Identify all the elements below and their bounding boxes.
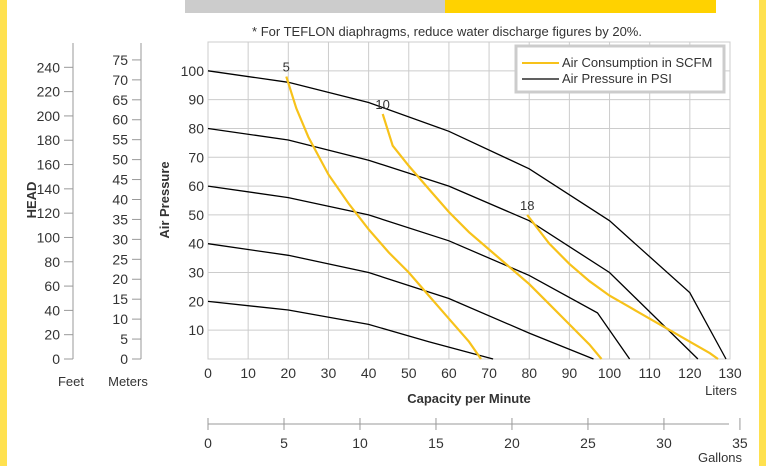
chart-note: * For TEFLON diaphragms, reduce water di… bbox=[252, 24, 642, 39]
gallon-tick-label-7: 35 bbox=[732, 435, 748, 451]
meter-tick-label-6: 30 bbox=[112, 231, 128, 247]
header-gray-bar bbox=[185, 0, 445, 13]
legend: Air Consumption in SCFM Air Pressure in … bbox=[514, 44, 726, 94]
feet-tick-label-5: 100 bbox=[37, 229, 61, 245]
meter-tick-label-3: 15 bbox=[112, 291, 128, 307]
gallon-tick-label-5: 25 bbox=[580, 435, 596, 451]
x-tick-label-7: 70 bbox=[481, 365, 497, 381]
y-tick-labels: 10 20 30 40 50 60 70 80 90 100 bbox=[181, 63, 205, 338]
meter-tick-label-11: 55 bbox=[112, 132, 128, 148]
meter-tick-label-15: 75 bbox=[112, 52, 128, 68]
y-tick-label-8: 90 bbox=[188, 92, 204, 108]
gallon-tick-label-0: 0 bbox=[204, 435, 212, 451]
feet-tick-label-3: 60 bbox=[44, 278, 60, 294]
feet-tick-label-2: 40 bbox=[44, 302, 60, 318]
meter-tick-label-4: 20 bbox=[112, 271, 128, 287]
gallons-axis-ticks: 0 5 10 15 20 25 30 35 bbox=[204, 418, 748, 451]
gallon-tick-label-4: 20 bbox=[504, 435, 520, 451]
x-tick-label-9: 90 bbox=[562, 365, 578, 381]
meter-tick-label-8: 40 bbox=[112, 191, 128, 207]
x-axis-label: Capacity per Minute bbox=[407, 391, 531, 406]
y-tick-label-2: 30 bbox=[188, 265, 204, 281]
y-tick-label-0: 10 bbox=[188, 322, 204, 338]
x-tick-label-12: 120 bbox=[678, 365, 702, 381]
feet-tick-label-10: 200 bbox=[37, 108, 61, 124]
y-tick-label-4: 50 bbox=[188, 207, 204, 223]
meter-tick-label-12: 60 bbox=[112, 112, 128, 128]
pressure-curve-80psi bbox=[207, 127, 699, 360]
pressure-curve-40psi bbox=[207, 243, 594, 360]
y-tick-label-9: 100 bbox=[181, 63, 205, 79]
feet-tick-label-0: 0 bbox=[52, 351, 60, 367]
y-axis-label: Air Pressure bbox=[157, 161, 172, 238]
x-axis-unit-gallons: Gallons bbox=[698, 450, 743, 465]
pressure-curves bbox=[207, 70, 727, 360]
legend-box bbox=[514, 44, 726, 94]
air-curve-label-5: 5 bbox=[283, 60, 290, 75]
feet-tick-label-4: 80 bbox=[44, 254, 60, 270]
air-consumption-curves: 5 10 18 bbox=[283, 60, 719, 360]
x-axis-unit-liters: Liters bbox=[705, 383, 737, 398]
y-tick-label-5: 60 bbox=[188, 178, 204, 194]
y-tick-label-3: 40 bbox=[188, 236, 204, 252]
x-tick-label-1: 10 bbox=[240, 365, 256, 381]
meter-tick-label-14: 70 bbox=[112, 72, 128, 88]
head-axis-label: HEAD bbox=[24, 182, 39, 219]
feet-tick-label-9: 180 bbox=[37, 132, 61, 148]
x-tick-label-8: 80 bbox=[521, 365, 537, 381]
meters-axis-ticks: 0 5 10 15 20 25 30 35 40 45 50 55 60 65 70 75 bbox=[112, 52, 141, 367]
meter-tick-label-5: 25 bbox=[112, 251, 128, 267]
feet-tick-label-1: 20 bbox=[44, 327, 60, 343]
x-tick-label-13: 130 bbox=[718, 365, 742, 381]
x-tick-label-10: 100 bbox=[598, 365, 622, 381]
feet-tick-label-6: 120 bbox=[37, 205, 61, 221]
feet-tick-label-12: 240 bbox=[37, 59, 61, 75]
x-tick-label-2: 20 bbox=[281, 365, 297, 381]
x-tick-label-11: 110 bbox=[639, 365, 662, 381]
meter-tick-label-10: 50 bbox=[112, 152, 128, 168]
x-tick-label-3: 30 bbox=[321, 365, 337, 381]
meter-tick-label-9: 45 bbox=[112, 172, 128, 188]
air-curve-10-scfm bbox=[381, 113, 603, 360]
plot-border bbox=[207, 41, 731, 360]
x-tick-labels: 0 10 20 30 40 50 60 70 80 90 100 110 120 130 bbox=[204, 365, 742, 381]
gallon-tick-label-6: 30 bbox=[656, 435, 672, 451]
meter-tick-label-2: 10 bbox=[112, 311, 128, 327]
meter-tick-label-13: 65 bbox=[112, 92, 128, 108]
pressure-curve-100psi bbox=[207, 70, 727, 360]
y-tick-label-7: 80 bbox=[188, 120, 204, 136]
air-curve-label-18: 18 bbox=[520, 198, 534, 213]
gallon-tick-label-2: 10 bbox=[352, 435, 368, 451]
feet-tick-label-11: 220 bbox=[37, 84, 61, 100]
x-tick-label-4: 40 bbox=[361, 365, 377, 381]
pump-performance-chart: * For TEFLON diaphragms, reduce water di… bbox=[24, 0, 748, 465]
legend-label-air: Air Consumption in SCFM bbox=[562, 55, 712, 70]
feet-tick-label-7: 140 bbox=[37, 181, 61, 197]
feet-tick-label-8: 160 bbox=[37, 157, 61, 173]
meter-tick-label-7: 35 bbox=[112, 211, 128, 227]
pressure-curve-20psi bbox=[207, 300, 494, 360]
meters-unit-label: Meters bbox=[108, 374, 148, 389]
y-tick-label-1: 20 bbox=[188, 293, 204, 309]
pressure-curve-60psi bbox=[207, 185, 631, 360]
air-curve-18-scfm bbox=[526, 214, 719, 360]
air-curve-5-scfm bbox=[285, 76, 482, 360]
x-tick-label-5: 50 bbox=[401, 365, 417, 381]
gallon-tick-label-1: 5 bbox=[280, 435, 288, 451]
meter-tick-label-0: 0 bbox=[120, 351, 128, 367]
x-tick-label-0: 0 bbox=[204, 365, 212, 381]
air-curve-label-10: 10 bbox=[375, 97, 389, 112]
feet-axis-ticks: 0 20 40 60 80 100 120 140 160 180 200 220 240 bbox=[37, 59, 73, 367]
x-tick-label-6: 60 bbox=[441, 365, 457, 381]
legend-label-pressure: Air Pressure in PSI bbox=[562, 71, 672, 86]
y-tick-label-6: 70 bbox=[188, 149, 204, 165]
header-yellow-bar bbox=[445, 0, 716, 13]
feet-unit-label: Feet bbox=[58, 374, 84, 389]
meter-tick-label-1: 5 bbox=[120, 331, 128, 347]
gallon-tick-label-3: 15 bbox=[428, 435, 444, 451]
